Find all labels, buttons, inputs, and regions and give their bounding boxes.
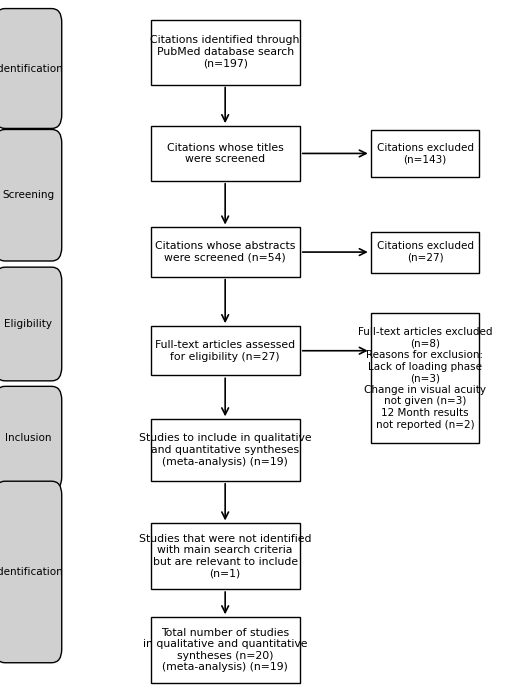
- Text: Total number of studies
in qualitative and quantitative
syntheses (n=20)
(meta-a: Total number of studies in qualitative a…: [142, 627, 307, 673]
- Text: Citations whose abstracts
were screened (n=54): Citations whose abstracts were screened …: [155, 241, 295, 263]
- Text: Citations identified through
PubMed database search
(n=197): Citations identified through PubMed data…: [150, 36, 299, 68]
- FancyBboxPatch shape: [150, 419, 299, 481]
- FancyBboxPatch shape: [0, 386, 62, 490]
- FancyBboxPatch shape: [0, 267, 62, 381]
- FancyBboxPatch shape: [370, 313, 478, 443]
- Text: Inclusion: Inclusion: [5, 434, 52, 443]
- FancyBboxPatch shape: [150, 523, 299, 589]
- Text: Citations excluded
(n=27): Citations excluded (n=27): [376, 241, 473, 263]
- Text: Studies that were not identified
with main search criteria
but are relevant to i: Studies that were not identified with ma…: [139, 534, 311, 579]
- FancyBboxPatch shape: [150, 326, 299, 375]
- FancyBboxPatch shape: [0, 129, 62, 261]
- FancyBboxPatch shape: [150, 617, 299, 683]
- Text: Identification: Identification: [0, 567, 63, 577]
- Text: Full-text articles assessed
for eligibility (n=27): Full-text articles assessed for eligibil…: [155, 340, 294, 362]
- Text: Identification: Identification: [0, 64, 63, 73]
- FancyBboxPatch shape: [150, 126, 299, 181]
- Text: Citations whose titles
were screened: Citations whose titles were screened: [167, 142, 283, 164]
- FancyBboxPatch shape: [150, 227, 299, 277]
- FancyBboxPatch shape: [370, 232, 478, 273]
- FancyBboxPatch shape: [150, 19, 299, 85]
- Text: Studies to include in qualitative
and quantitative syntheses
(meta-analysis) (n=: Studies to include in qualitative and qu…: [138, 434, 311, 466]
- FancyBboxPatch shape: [0, 9, 62, 129]
- Text: Eligibility: Eligibility: [5, 319, 52, 329]
- Text: Citations excluded
(n=143): Citations excluded (n=143): [376, 142, 473, 164]
- FancyBboxPatch shape: [370, 130, 478, 177]
- Text: Full-text articles excluded
(n=8)
Reasons for exclusion:
Lack of loading phase
(: Full-text articles excluded (n=8) Reason…: [357, 327, 491, 429]
- Text: Screening: Screening: [2, 190, 55, 200]
- FancyBboxPatch shape: [0, 481, 62, 663]
